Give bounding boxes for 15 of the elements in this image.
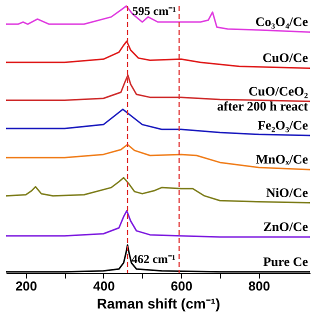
x-tick-label: 600 [170,278,192,294]
ref-line-label: 595 cm⁻¹ [132,4,177,18]
series-label: NiO/Ce [266,184,308,200]
series-label: Pure Ce [263,254,308,269]
x-tick-label: 200 [15,278,38,294]
x-tick-label: 400 [93,278,115,294]
series-label: CuO/CeO₂ after 200 h react [217,83,309,114]
x-axis-title: Raman shift (cm⁻¹) [96,296,220,312]
series-label: CuO/Ce [262,50,308,66]
series-label: Co₃O₄/Ce [255,14,308,30]
series-label: ZnO/Ce [263,218,308,234]
ref-line-label: 462 cm⁻¹ [132,252,176,266]
series-label: Fe₂O₃/Ce [258,117,308,132]
x-tick-label: 800 [248,278,270,294]
series-label: MnOₓ/Ce [256,152,308,167]
